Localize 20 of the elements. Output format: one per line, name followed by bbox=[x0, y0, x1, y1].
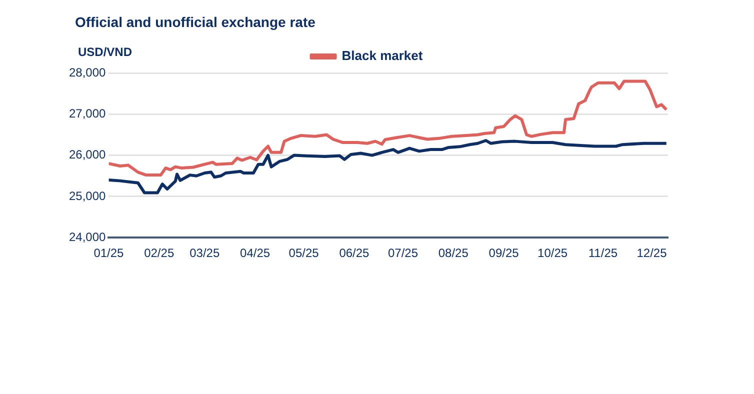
chart-title: Official and unofficial exchange rate bbox=[75, 14, 316, 30]
x-tick-label: 05/25 bbox=[288, 246, 320, 260]
y-tick-label: 27,000 bbox=[69, 106, 106, 120]
y-tick-label: 28,000 bbox=[69, 65, 106, 80]
x-tick-label: 08/25 bbox=[438, 246, 469, 260]
legend-label: Black market bbox=[342, 48, 424, 64]
y-tick-label: 25,000 bbox=[69, 188, 106, 203]
x-tick-label: 07/25 bbox=[388, 246, 418, 260]
x-tick-label: 01/25 bbox=[94, 246, 124, 260]
x-tick-label: 12/25 bbox=[636, 246, 668, 260]
y-tick-label: 26,000 bbox=[69, 148, 106, 162]
y-tick-label: 24,000 bbox=[69, 230, 106, 244]
x-tick-label: 09/25 bbox=[488, 246, 520, 260]
y-axis-title: USD/VND bbox=[78, 45, 132, 59]
x-tick-label: 03/25 bbox=[190, 246, 220, 260]
x-tick-label: 11/25 bbox=[588, 246, 618, 260]
x-tick-label: 02/25 bbox=[144, 246, 174, 260]
x-tick-label: 04/25 bbox=[240, 246, 270, 260]
x-tick-label: 06/25 bbox=[339, 246, 370, 260]
x-tick-label: 10/25 bbox=[538, 246, 568, 260]
